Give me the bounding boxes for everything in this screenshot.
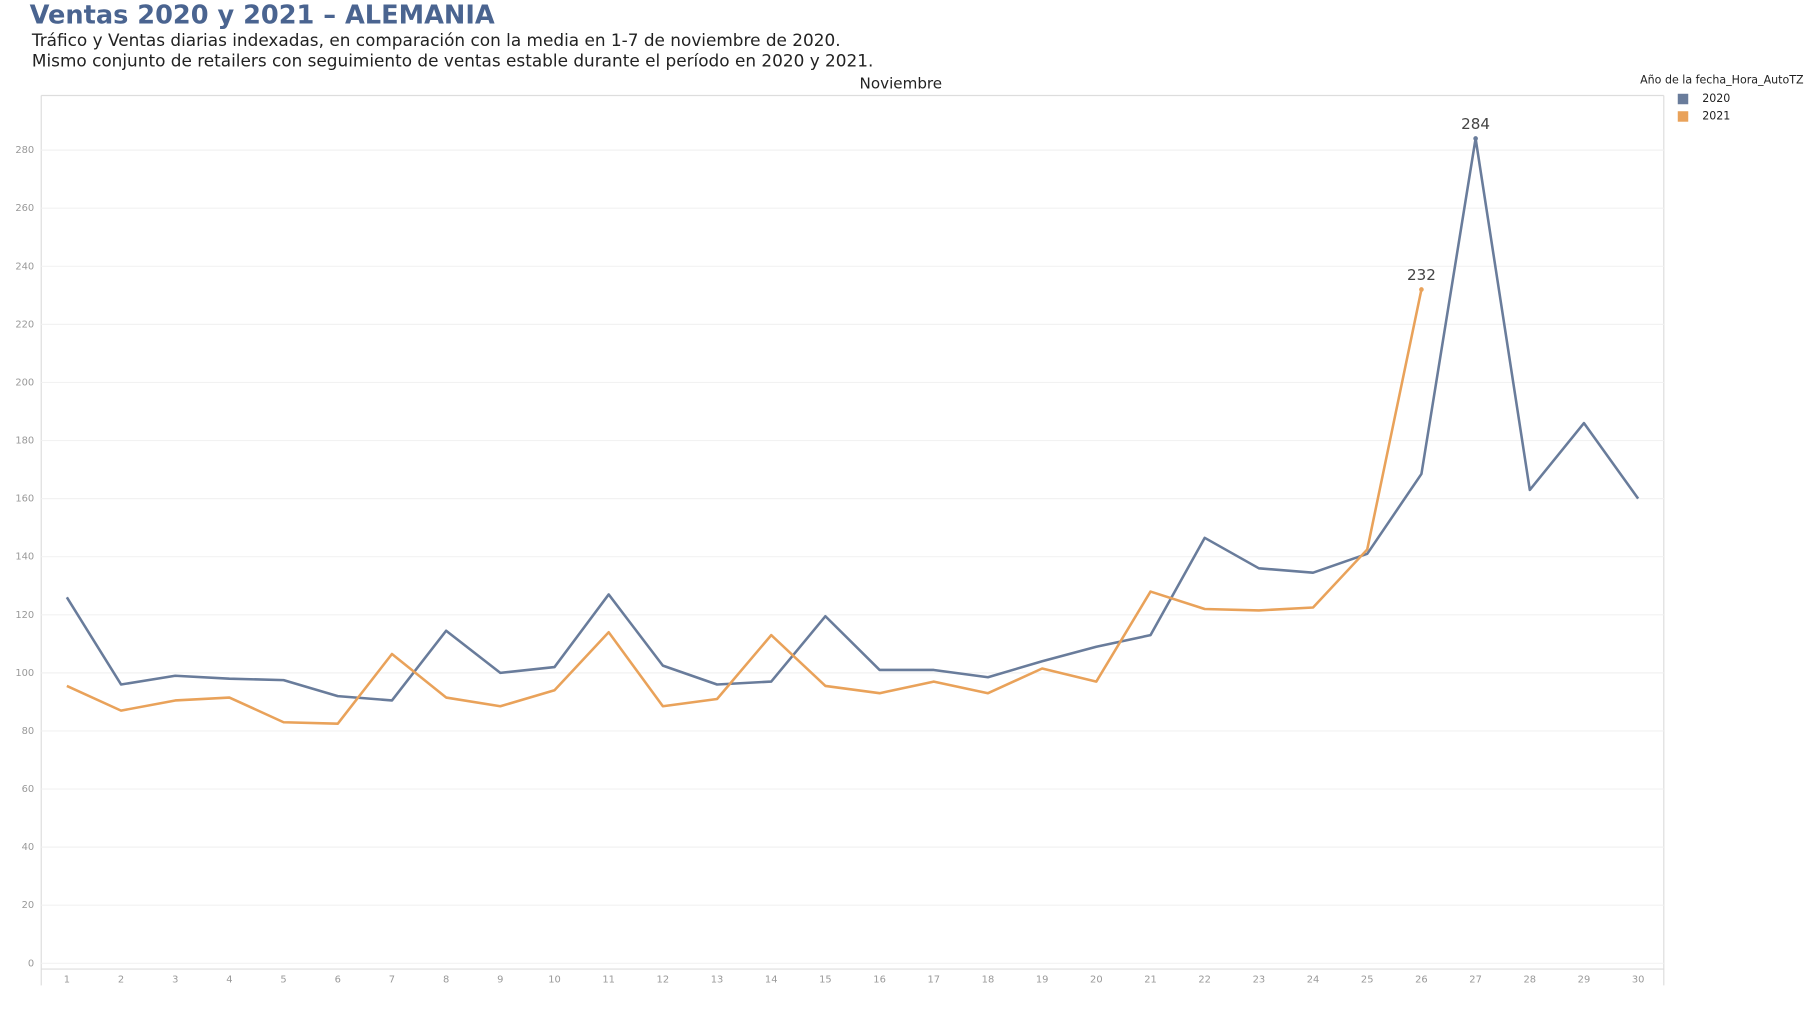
legend-swatch: [1677, 93, 1689, 105]
series-line: [65, 137, 1640, 702]
x-tick-label: 24: [1307, 975, 1320, 986]
y-tick-label: 260: [15, 203, 34, 214]
subtitle: Tráfico y Ventas diarias indexadas, en c…: [31, 30, 841, 50]
x-tick-label: 11: [602, 975, 615, 986]
x-tick-label: 16: [873, 975, 886, 986]
data-label: 232: [1407, 266, 1436, 284]
x-tick-label: 8: [443, 975, 449, 986]
y-tick-label: 100: [15, 668, 34, 679]
x-tick-label: 28: [1523, 975, 1536, 986]
x-tick-label: 14: [765, 975, 778, 986]
y-tick-label: 280: [15, 145, 34, 156]
x-tick-label: 21: [1144, 975, 1157, 986]
x-tick-label: 17: [927, 975, 940, 986]
x-tick-label: 5: [280, 975, 286, 986]
x-tick-label: 19: [1036, 975, 1049, 986]
x-tick-label: 20: [1090, 975, 1103, 986]
x-tick-label: 15: [819, 975, 832, 986]
y-tick-label: 240: [15, 261, 34, 272]
x-tick-label: 1: [64, 975, 70, 986]
y-tick-label: 0: [28, 958, 34, 969]
x-tick-label: 26: [1415, 975, 1428, 986]
y-tick-label: 20: [22, 900, 35, 911]
x-tick-label: 25: [1361, 975, 1374, 986]
x-header: Noviembre: [860, 74, 943, 92]
y-tick-label: 220: [15, 319, 34, 330]
chart-title: Ventas 2020 y 2021 – ALEMANIA: [30, 0, 495, 30]
x-tick-label: 9: [497, 975, 503, 986]
y-tick-label: 60: [22, 784, 35, 795]
x-tick-label: 18: [982, 975, 995, 986]
x-tick-label: 22: [1198, 975, 1211, 986]
x-tick-label: 13: [711, 975, 724, 986]
legend-title: Año de la fecha_Hora_AutoTZ: [1640, 73, 1804, 86]
legend-label: 2021: [1702, 109, 1730, 122]
x-tick-label: 3: [172, 975, 178, 986]
data-label: 284: [1461, 115, 1490, 133]
subtitle: Mismo conjunto de retailers con seguimie…: [32, 51, 873, 71]
x-tick-label: 29: [1578, 975, 1591, 986]
legend-label: 2020: [1702, 92, 1730, 105]
y-tick-label: 180: [15, 436, 34, 447]
x-tick-label: 7: [389, 975, 395, 986]
y-tick-label: 120: [15, 610, 34, 621]
point: [1419, 287, 1424, 292]
x-tick-label: 2: [118, 975, 124, 986]
x-tick-label: 27: [1469, 975, 1482, 986]
legend-swatch: [1677, 111, 1689, 122]
y-tick-label: 80: [22, 726, 35, 737]
series-line: [66, 289, 1423, 725]
y-tick-label: 140: [15, 552, 34, 563]
y-tick-label: 200: [15, 377, 34, 388]
x-tick-label: 12: [657, 975, 670, 986]
x-tick-label: 30: [1632, 975, 1645, 986]
x-tick-label: 4: [226, 975, 232, 986]
x-tick-label: 23: [1253, 975, 1266, 986]
y-tick-label: 160: [15, 494, 34, 505]
point: [1473, 136, 1478, 141]
x-tick-label: 10: [548, 975, 561, 986]
x-tick-label: 6: [335, 975, 341, 986]
y-tick-label: 40: [22, 842, 35, 853]
